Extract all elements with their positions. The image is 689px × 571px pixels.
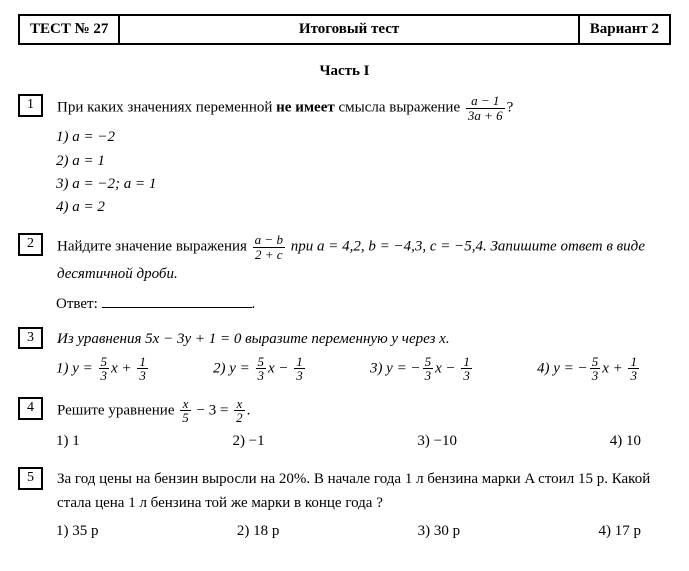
fraction: a − b2 + c [253, 233, 285, 261]
question-text: При каких значениях переменной не имеет … [57, 94, 671, 122]
option: 3) −10 [417, 429, 457, 453]
answer-line: Ответ: . [56, 292, 671, 313]
question-number: 2 [18, 233, 43, 256]
option: 2) 18 р [237, 519, 280, 543]
question-4: 4 Решите уравнение x5 − 3 = x2. 1) 1 2) … [18, 397, 671, 453]
text: . [247, 402, 251, 418]
question-number: 1 [18, 94, 43, 117]
part-title: Часть I [18, 63, 671, 80]
option: 4) 17 р [598, 519, 641, 543]
answer-blank[interactable] [102, 292, 252, 308]
header-bar: ТЕСТ № 27 Итоговый тест Вариант 2 [18, 14, 671, 45]
text: При каких значениях переменной [57, 100, 276, 116]
question-5: 5 За год цены на бензин выросли на 20%. … [18, 467, 671, 543]
question-1: 1 При каких значениях переменной не имее… [18, 94, 671, 219]
question-text: За год цены на бензин выросли на 20%. В … [57, 467, 671, 515]
option: 3) 30 р [418, 519, 461, 543]
header-variant: Вариант 2 [580, 16, 669, 43]
option: 1) y = 53x + 13 [56, 355, 150, 383]
fraction: a − 13a + 6 [466, 94, 505, 122]
question-2: 2 Найдите значение выражения a − b2 + c … [18, 233, 671, 312]
option: 4) 10 [610, 429, 641, 453]
option: 1) a = −2 [56, 126, 671, 149]
text: Найдите значение выражения [57, 239, 251, 255]
option: 3) a = −2; a = 1 [56, 173, 671, 196]
option: 1) 1 [56, 429, 80, 453]
option: 4) y = −53x + 13 [537, 355, 641, 383]
question-text: Найдите значение выражения a − b2 + c пр… [57, 233, 671, 285]
options-horizontal: 1) 35 р 2) 18 р 3) 30 р 4) 17 р [56, 519, 671, 543]
option: 3) y = −53x − 13 [370, 355, 474, 383]
options-vertical: 1) a = −2 2) a = 1 3) a = −2; a = 1 4) a… [56, 126, 671, 219]
text: − 3 = [193, 402, 232, 418]
option: 4) a = 2 [56, 196, 671, 219]
answer-label: Ответ: [56, 296, 102, 312]
option: 1) 35 р [56, 519, 99, 543]
options-horizontal: 1) y = 53x + 13 2) y = 53x − 13 3) y = −… [56, 355, 671, 383]
text: смысла выражение [335, 100, 464, 116]
question-text: Решите уравнение x5 − 3 = x2. [57, 397, 671, 425]
question-number: 3 [18, 327, 43, 350]
text: ? [507, 100, 514, 116]
question-number: 5 [18, 467, 43, 490]
question-text: Из уравнения 5x − 3y + 1 = 0 выразите пе… [57, 327, 671, 351]
header-test-number: ТЕСТ № 27 [20, 16, 120, 43]
text: . [252, 296, 256, 312]
option: 2) a = 1 [56, 150, 671, 173]
text: Решите уравнение [57, 402, 178, 418]
question-3: 3 Из уравнения 5x − 3y + 1 = 0 выразите … [18, 327, 671, 383]
question-number: 4 [18, 397, 43, 420]
text-bold: не имеет [276, 100, 335, 116]
options-horizontal: 1) 1 2) −1 3) −10 4) 10 [56, 429, 671, 453]
option: 2) y = 53x − 13 [213, 355, 307, 383]
option: 2) −1 [232, 429, 264, 453]
header-title: Итоговый тест [120, 16, 579, 43]
